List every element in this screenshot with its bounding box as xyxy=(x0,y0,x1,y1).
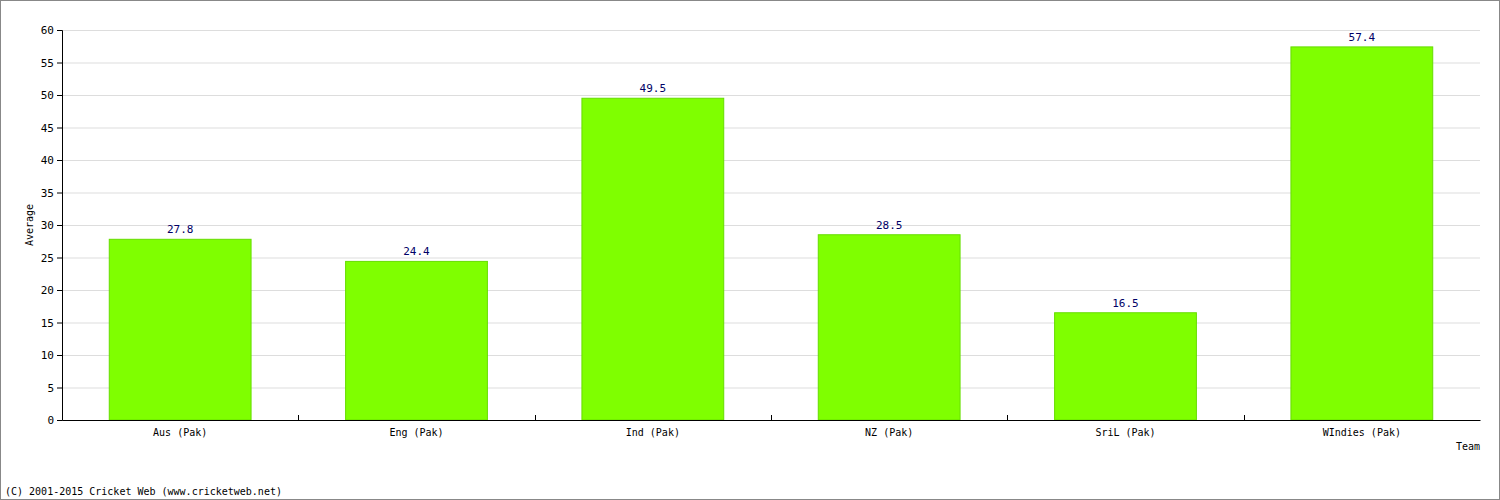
y-tick-mark xyxy=(57,290,62,291)
grid-line xyxy=(62,225,1480,226)
grid-line xyxy=(62,388,1480,389)
grid-line xyxy=(62,63,1480,64)
x-separator xyxy=(535,415,536,420)
bar xyxy=(1291,47,1433,420)
data-label: 24.4 xyxy=(403,245,430,258)
data-label: 28.5 xyxy=(876,219,903,232)
background xyxy=(1,1,1500,500)
x-tick: Eng (Pak) xyxy=(389,420,443,438)
grid-line xyxy=(62,160,1480,161)
y-tick-label: 30 xyxy=(41,219,54,232)
y-tick: 0 xyxy=(47,414,62,427)
x-tick-label: Eng (Pak) xyxy=(389,427,443,438)
x-tick-label: WIndies (Pak) xyxy=(1323,427,1401,438)
bar xyxy=(109,239,251,420)
x-separator xyxy=(1244,415,1245,420)
bar xyxy=(346,261,488,420)
y-tick-mark xyxy=(57,63,62,64)
y-tick-mark xyxy=(57,355,62,356)
y-tick-mark xyxy=(57,388,62,389)
x-axis-line xyxy=(63,420,1481,421)
grid-line xyxy=(62,30,1480,31)
y-tick: 10 xyxy=(41,349,62,362)
y-tick: 40 xyxy=(41,154,62,167)
chart: 27.8 24.4 49.5 28.5 16.5 57.4 0 5 10 15 20 25 30 35 40… xyxy=(0,0,1500,500)
footer-note: (C) 2001-2015 Cricket Web (www.cricketwe… xyxy=(5,486,282,497)
x-band-separators xyxy=(299,415,1245,420)
x-tick: Aus (Pak) xyxy=(153,420,207,438)
x-axis: Aus (Pak) Eng (Pak) Ind (Pak) NZ (Pak) SriL … xyxy=(63,420,1481,438)
y-axis-line xyxy=(57,31,63,421)
data-label: 27.8 xyxy=(167,223,194,236)
y-tick-mark xyxy=(57,323,62,324)
y-tick-mark xyxy=(57,160,62,161)
y-tick-label: 20 xyxy=(41,284,54,297)
y-axis: 0 5 10 15 20 25 30 35 40 45 50 55 60 xyxy=(41,24,63,427)
y-tick-mark xyxy=(57,128,62,129)
y-tick-mark xyxy=(57,95,62,96)
grid-line xyxy=(62,128,1480,129)
y-tick-label: 35 xyxy=(41,187,54,200)
y-tick-label: 60 xyxy=(41,24,54,37)
grid-line xyxy=(62,323,1480,324)
annotations: (C) 2001-2015 Cricket Web (www.cricketwe… xyxy=(5,486,282,497)
y-tick: 50 xyxy=(41,89,62,102)
x-tick: WIndies (Pak) xyxy=(1323,420,1401,438)
y-tick-mark xyxy=(57,420,62,421)
y-tick-label: 45 xyxy=(41,122,54,135)
grid-line xyxy=(62,193,1480,194)
y-tick: 5 xyxy=(47,382,62,395)
y-tick: 25 xyxy=(41,252,62,265)
y-tick: 15 xyxy=(41,317,62,330)
x-tick: SriL (Pak) xyxy=(1095,420,1155,438)
y-axis-title: Average xyxy=(24,204,35,246)
x-tick-label: Ind (Pak) xyxy=(626,427,680,438)
x-tick-label: SriL (Pak) xyxy=(1095,427,1155,438)
data-label: 16.5 xyxy=(1112,297,1139,310)
grid-line xyxy=(62,290,1480,291)
bar xyxy=(1055,313,1197,420)
y-tick-label: 0 xyxy=(47,414,54,427)
y-tick-label: 5 xyxy=(47,382,54,395)
x-separator xyxy=(771,415,772,420)
y-tick: 35 xyxy=(41,187,62,200)
y-tick-mark xyxy=(57,258,62,259)
grid-line xyxy=(62,258,1480,259)
bars xyxy=(109,47,1432,420)
y-tick: 55 xyxy=(41,57,62,70)
data-labels: 27.8 24.4 49.5 28.5 16.5 57.4 xyxy=(167,31,1376,310)
y-tick-label: 25 xyxy=(41,252,54,265)
y-tick-mark xyxy=(57,30,62,31)
x-axis-title: Team xyxy=(1456,441,1480,452)
y-tick: 45 xyxy=(41,122,62,135)
grid xyxy=(62,31,1480,421)
y-tick-mark xyxy=(57,193,62,194)
y-tick-label: 55 xyxy=(41,57,54,70)
y-tick: 30 xyxy=(41,219,62,232)
x-separator xyxy=(298,415,299,420)
y-tick: 60 xyxy=(41,24,62,37)
data-label: 57.4 xyxy=(1349,31,1376,44)
bar xyxy=(818,235,960,420)
y-tick-label: 40 xyxy=(41,154,54,167)
plot: 27.8 24.4 49.5 28.5 16.5 57.4 0 5 10 15 20 25 30 35 40… xyxy=(41,24,1481,438)
grid-line xyxy=(62,95,1480,96)
y-tick-label: 10 xyxy=(41,349,54,362)
grid-line xyxy=(62,355,1480,356)
grid-line xyxy=(62,420,1480,421)
x-separator xyxy=(1007,415,1008,420)
x-tick: Ind (Pak) xyxy=(626,420,680,438)
data-label: 49.5 xyxy=(640,82,667,95)
y-tick-label: 15 xyxy=(41,317,54,330)
y-tick-mark xyxy=(57,225,62,226)
x-tick-label: NZ (Pak) xyxy=(865,427,913,438)
x-tick-label: Aus (Pak) xyxy=(153,427,207,438)
bar xyxy=(582,98,724,420)
y-tick: 20 xyxy=(41,284,62,297)
y-tick-label: 50 xyxy=(41,89,54,102)
x-tick: NZ (Pak) xyxy=(865,420,913,438)
